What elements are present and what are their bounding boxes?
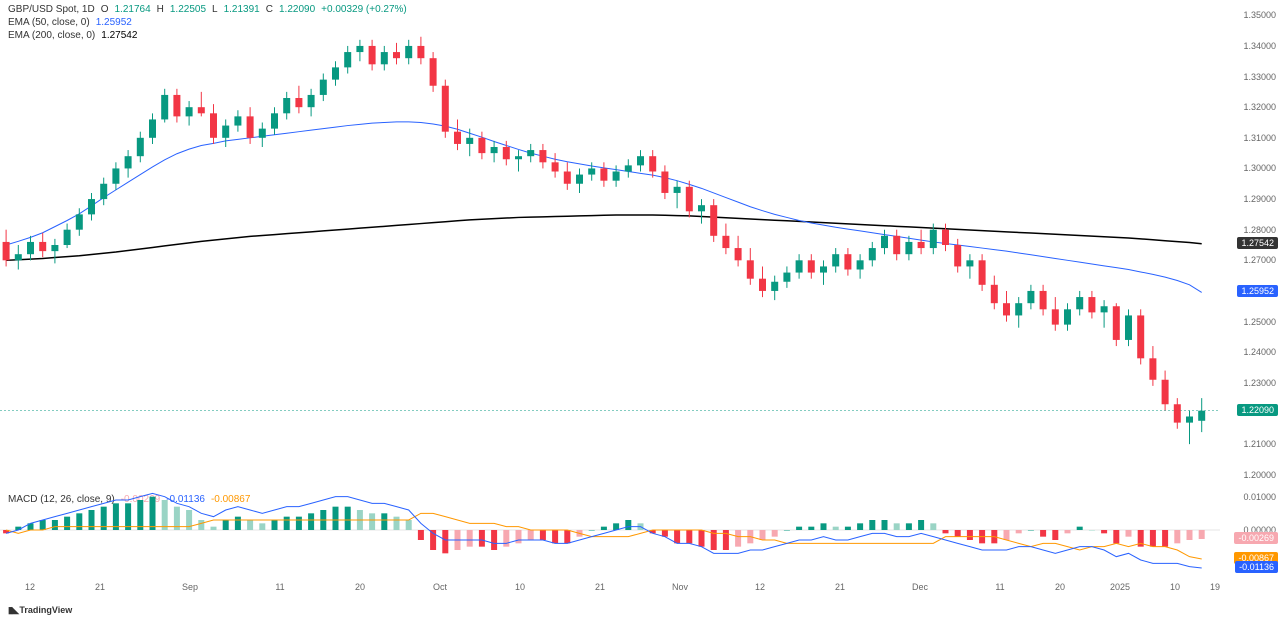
x-axis-time: 1221Sep1120Oct1021Nov1221Dec112020251019 bbox=[0, 580, 1220, 600]
y-axis-price: 1.200001.210001.220001.230001.240001.250… bbox=[1222, 0, 1280, 490]
macd-chart[interactable] bbox=[0, 490, 1220, 580]
y-axis-macd: 0.010000.00000-0.00269-0.00867-0.01136 bbox=[1222, 490, 1280, 580]
price-chart[interactable] bbox=[0, 0, 1220, 490]
tradingview-logo: ▮◣ TradingView bbox=[8, 605, 72, 616]
